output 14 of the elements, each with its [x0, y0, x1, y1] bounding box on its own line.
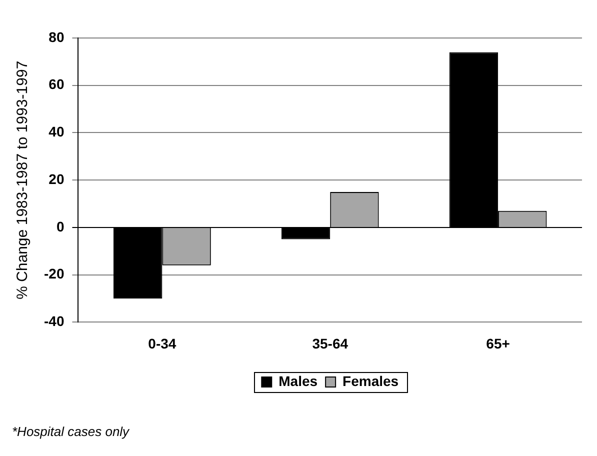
x-tick-label: 0-34: [148, 335, 176, 352]
y-tick-label: -40: [44, 313, 64, 330]
legend-label: Females: [342, 372, 399, 389]
y-axis-title: % Change 1983-1987 to 1993-1997: [14, 60, 32, 300]
y-tick-label: 20: [48, 170, 64, 187]
x-tick-label: 35-64: [312, 335, 348, 352]
y-tick-label: 80: [48, 28, 64, 45]
y-tick-label: 60: [48, 76, 64, 92]
y-tick-label: 0: [56, 218, 64, 234]
y-tick-label: -20: [44, 266, 64, 282]
text: *Hospital cases only: [12, 424, 130, 439]
x-tick-label: 65+: [486, 335, 510, 352]
y-tick-label: 40: [48, 124, 64, 140]
legend-label: Males: [278, 372, 318, 389]
